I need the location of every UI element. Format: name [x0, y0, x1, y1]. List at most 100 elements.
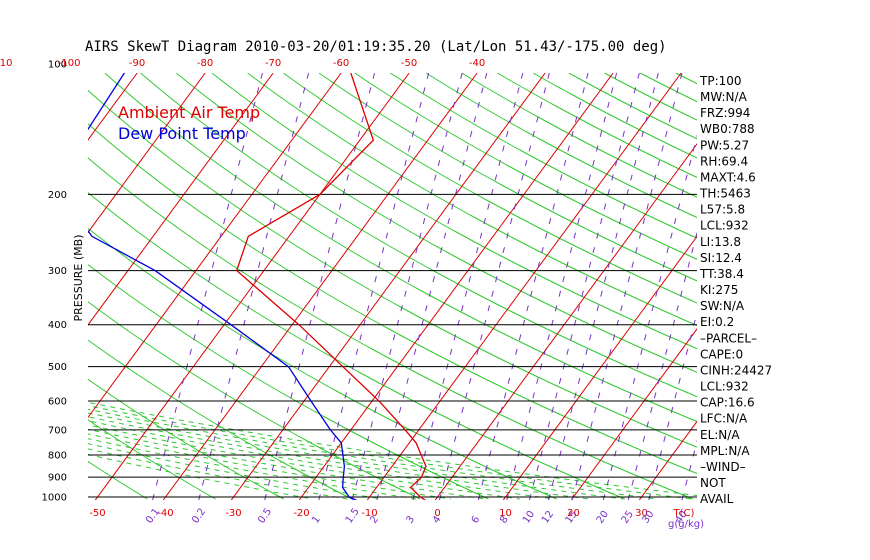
isotherm-line	[230, 73, 546, 500]
pressure-tick-label: 100	[48, 60, 67, 71]
pressure-tick-label: 1000	[42, 493, 67, 504]
stat-item: MPL:N/A	[700, 444, 750, 458]
top-temp-tick-label: -100	[58, 58, 81, 69]
isotherm-line	[88, 73, 274, 326]
top-temp-tick-label: -50	[401, 58, 417, 69]
mixing-ratio-tick-label: 12	[540, 509, 556, 526]
dry-adiabat-line	[283, 73, 697, 304]
mixing-ratio-line	[351, 73, 463, 500]
bottom-temp-tick-label: -20	[293, 508, 309, 519]
bottom-temp-tick-label: -40	[157, 508, 173, 519]
stat-item: LFC:N/A	[700, 412, 748, 426]
moist-adiabat-line	[88, 405, 693, 500]
mixing-ratio-tick-label: 8	[498, 514, 511, 526]
pressure-tick-label: 900	[48, 473, 67, 484]
stat-item: MW:N/A	[700, 90, 748, 104]
stat-item: MAXT:4.6	[700, 170, 756, 184]
mixing-ratio-line	[376, 73, 488, 500]
stat-item: NOT	[700, 476, 726, 490]
stat-item: LI:13.8	[700, 235, 741, 249]
mixing-ratio-tick-label: 25	[620, 509, 636, 526]
pressure-tick-label: 500	[48, 362, 67, 373]
isotherm-line	[88, 73, 342, 419]
stat-item: CAP:16.6	[700, 396, 755, 410]
pressure-tick-label: 200	[48, 190, 67, 201]
isotherm-line	[162, 73, 478, 500]
top-temp-tick-label: -90	[129, 58, 145, 69]
dry-adiabat-line	[211, 73, 697, 350]
moist-adiabat-line	[88, 412, 624, 500]
stat-item: TP:100	[699, 74, 742, 88]
stat-item: –WIND–	[700, 460, 746, 474]
mixing-ratio-tick-label: 10	[521, 509, 537, 526]
mixing-ratio-tick-label: 0.5	[256, 506, 274, 525]
top-temp-tick-label: -80	[197, 58, 213, 69]
mixing-ratio-line	[602, 134, 697, 500]
stat-item: FRZ:994	[700, 106, 750, 120]
plot-clipped	[0, 73, 870, 500]
dry-adiabat-line	[318, 73, 697, 282]
dry-adiabat-line	[88, 192, 625, 500]
mixing-ratio-line	[571, 73, 683, 500]
mixing-ratio-tick-label: 4	[431, 514, 444, 526]
stat-item: WB0:788	[700, 122, 755, 136]
isotherm-line	[570, 328, 697, 500]
dry-adiabat-line	[88, 123, 697, 475]
stat-item: LCL:932	[700, 219, 749, 233]
dry-adiabat-line	[461, 73, 697, 198]
mixing-ratio-line	[547, 73, 659, 500]
mixing-ratio-line	[412, 73, 524, 500]
stat-item: –PARCEL–	[700, 331, 757, 345]
stat-item: SI:12.4	[700, 251, 742, 265]
pressure-tick-label: 300	[48, 266, 67, 277]
stat-item: PW:5.27	[700, 138, 749, 152]
dry-adiabat-line	[497, 73, 697, 178]
mixing-ratio-tick-label: 1.5	[344, 506, 362, 525]
dew-point-temp-series-line	[88, 73, 358, 500]
stat-item: L57:5.8	[700, 203, 745, 217]
isotherm-line	[366, 73, 682, 500]
dry-adiabat-line	[639, 73, 697, 103]
top-temp-tick-label: -40	[469, 58, 485, 69]
stat-item: EI:0.2	[700, 315, 734, 329]
dry-adiabat-line	[88, 419, 216, 500]
moist-adiabat-line	[88, 420, 555, 500]
isotherm-line	[638, 420, 697, 500]
moist-adiabat-line	[88, 416, 589, 500]
mixing-ratio-tick-label: 1	[310, 514, 323, 526]
bottom-temp-tick-label: -30	[225, 508, 241, 519]
mixing-ratio-tick-label: 0.2	[190, 506, 208, 525]
isotherm-line	[0, 73, 1, 500]
pressure-tick-label: 600	[48, 396, 67, 407]
mixing-ratio-tick-label: 3	[404, 514, 417, 526]
isotherm-line	[434, 143, 697, 500]
dry-adiabat-line	[247, 73, 697, 327]
dry-adiabat-line	[88, 378, 285, 500]
dry-adiabat-line	[140, 73, 697, 398]
dry-adiabat-line	[88, 227, 557, 500]
stat-item: TH:5463	[699, 187, 751, 201]
legend-dew-point-temp: Dew Point Temp	[118, 124, 246, 143]
bottom-temp-tick-label: -50	[89, 508, 105, 519]
dry-adiabat-line	[0, 73, 79, 499]
stat-item: AVAIL	[700, 492, 734, 506]
isotherm-line	[502, 235, 697, 500]
temp-unit-label: T(C)	[673, 508, 695, 519]
stat-item: CAPE:0	[700, 347, 743, 361]
stat-item: KI:275	[700, 283, 738, 297]
dry-adiabat-line	[88, 157, 694, 500]
chart-title: AIRS SkewT Diagram 2010-03-20/01:19:35.2…	[85, 39, 667, 55]
stat-item: CINH:24427	[700, 363, 772, 377]
mixing-ratio-tick-label: 20	[595, 509, 611, 526]
dry-adiabat-line	[354, 73, 697, 260]
pressure-tick-label: 700	[48, 425, 67, 436]
top-temp-tick-label: -60	[333, 58, 349, 69]
legend: Ambient Air Temp Dew Point Temp	[118, 103, 260, 143]
isotherm-line	[775, 73, 870, 500]
mixing-ratio-line	[477, 73, 589, 500]
stat-item: LCL:932	[700, 380, 749, 394]
pressure-tick-label: 400	[48, 320, 67, 331]
ambient-air-temp-series-line	[235, 73, 427, 500]
dry-adiabat-line	[532, 73, 697, 159]
